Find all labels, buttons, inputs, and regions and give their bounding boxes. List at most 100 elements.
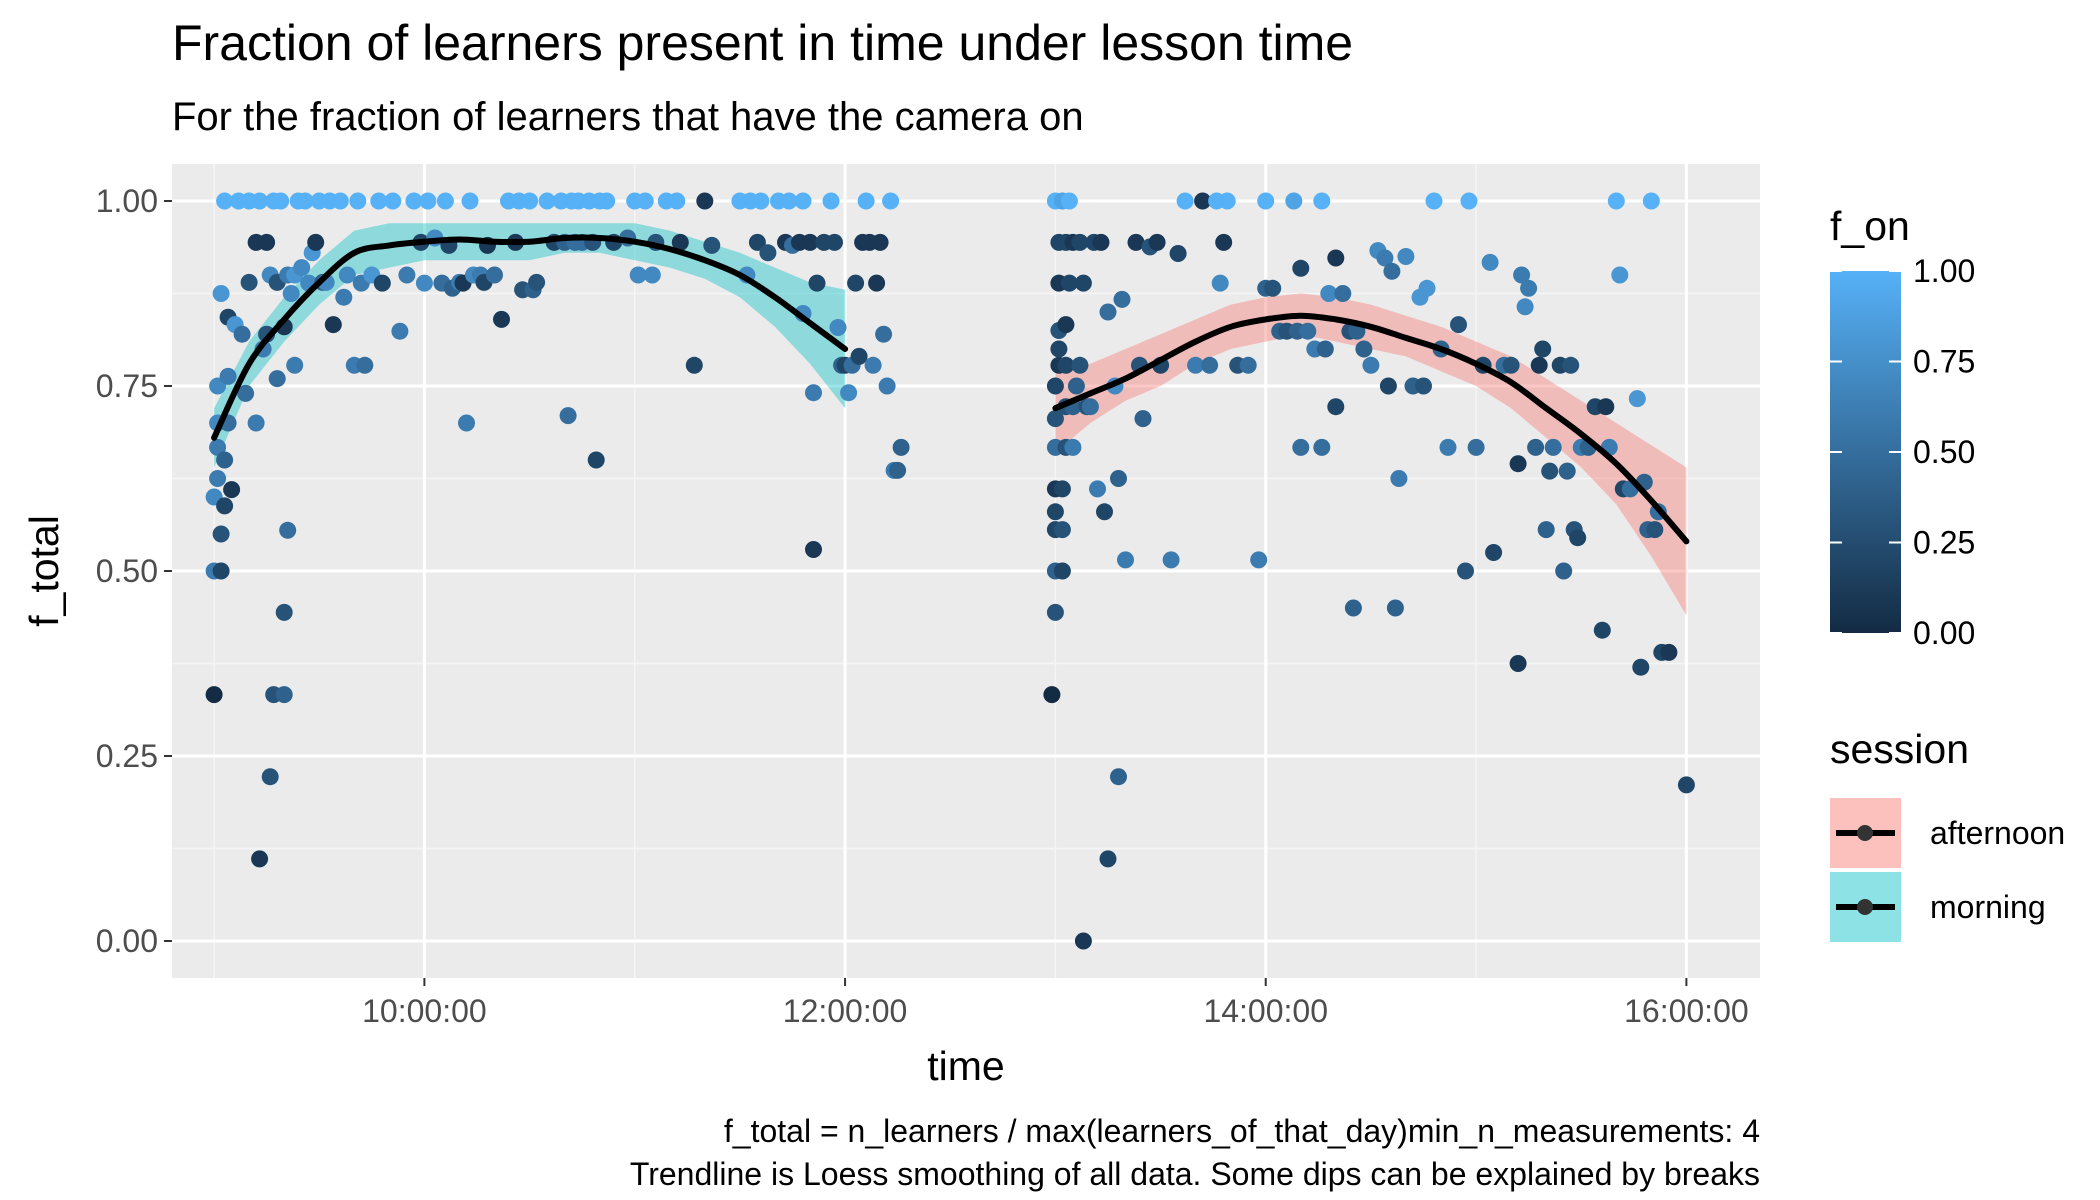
data-point-morning (868, 274, 886, 292)
data-point-afternoon (1194, 192, 1212, 210)
data-point-morning (268, 370, 286, 388)
data-point-afternoon (1450, 316, 1467, 334)
colorbar-tick-label: 0.50 (1913, 434, 1975, 470)
data-point-morning (275, 603, 293, 621)
data-point-afternoon (1060, 274, 1078, 292)
data-point-afternoon (1099, 850, 1117, 868)
y-tick-label: 1.00 (96, 183, 158, 219)
data-point-afternoon (1485, 544, 1503, 561)
chart-title: Fraction of learners present in time und… (172, 15, 1353, 71)
session-legend-label-morning: morning (1930, 889, 2046, 925)
data-point-morning (205, 686, 223, 704)
data-point-afternoon (1250, 551, 1268, 569)
trend-line-afternoon (1052, 312, 1690, 545)
data-point-morning (703, 236, 721, 254)
data-point-afternoon (1046, 603, 1064, 621)
y-tick-label: 0.50 (96, 553, 158, 589)
data-point-morning (324, 316, 342, 334)
data-point-morning (293, 259, 311, 277)
data-point-afternoon (1046, 503, 1064, 521)
data-point-afternoon (1320, 285, 1338, 302)
data-point-afternoon (1046, 410, 1064, 428)
data-point-afternoon (1418, 279, 1436, 297)
data-point-afternoon (1071, 233, 1089, 251)
data-point-afternoon (1057, 356, 1075, 374)
data-point-afternoon (1299, 322, 1317, 340)
data-point-morning (493, 310, 510, 328)
data-point-morning (696, 192, 714, 210)
caption-line-2: Trendline is Loess smoothing of all data… (630, 1156, 1760, 1192)
data-point-morning (794, 192, 812, 210)
data-point-morning (889, 461, 907, 479)
data-point-morning (279, 521, 297, 539)
data-point-afternoon (1201, 356, 1219, 374)
trend-lines (211, 234, 1690, 545)
data-point-morning (822, 192, 840, 210)
colorbar-tick-label: 1.00 (1913, 253, 1975, 289)
color-legend-title: f_on (1830, 203, 1910, 249)
data-point-morning (405, 192, 423, 210)
data-point-afternoon (1642, 192, 1660, 210)
axes: 0.00 0.25 0.50 0.75 1.00 10:00:00 12:00:00 14:0… (96, 183, 1749, 1029)
data-point-morning (384, 192, 402, 210)
data-point-morning (882, 192, 900, 210)
data-point-morning (847, 274, 865, 292)
data-point-morning (307, 233, 325, 251)
data-point-afternoon (1285, 192, 1303, 210)
data-point-afternoon (1239, 356, 1257, 374)
data-point-afternoon (1071, 356, 1089, 374)
data-point-afternoon (1060, 192, 1078, 210)
data-point-afternoon (1481, 253, 1499, 271)
data-point-morning (538, 192, 556, 210)
data-point-morning (748, 233, 766, 251)
data-point-morning (752, 192, 770, 210)
data-point-afternoon (1362, 356, 1380, 374)
data-point-afternoon (1292, 259, 1310, 277)
data-point-morning (850, 347, 868, 365)
x-tick-label: 10:00:00 (362, 993, 487, 1029)
data-point-afternoon (1677, 776, 1695, 794)
data-point-afternoon (1148, 233, 1166, 251)
data-point-afternoon (1327, 249, 1345, 267)
data-point-morning (521, 192, 539, 210)
data-point-afternoon (1516, 298, 1534, 316)
data-point-afternoon (1218, 192, 1236, 210)
data-point-afternoon (1520, 279, 1538, 297)
data-point-afternoon (1555, 562, 1573, 580)
data-point-afternoon (1439, 438, 1457, 456)
x-axis-title: time (927, 1043, 1004, 1089)
data-point-morning (223, 481, 241, 499)
data-point-morning (801, 233, 819, 251)
data-point-morning (261, 768, 279, 786)
data-point-afternoon (1527, 438, 1545, 456)
data-point-morning (247, 414, 265, 432)
data-point-morning (840, 384, 858, 402)
y-tick-label: 0.00 (96, 923, 158, 959)
data-point-morning (826, 233, 843, 251)
data-point-afternoon (1074, 932, 1092, 950)
data-point-afternoon (1390, 470, 1408, 487)
x-tick-label: 12:00:00 (783, 993, 908, 1029)
data-point-morning (258, 233, 276, 251)
data-point-afternoon (1530, 356, 1548, 374)
data-point-afternoon (1660, 643, 1678, 661)
data-point-afternoon (1092, 233, 1110, 251)
data-point-afternoon (1110, 768, 1127, 786)
data-point-afternoon (1292, 438, 1310, 456)
data-point-afternoon (1127, 233, 1145, 251)
data-point-afternoon (1558, 462, 1576, 480)
data-point-afternoon (1211, 274, 1229, 292)
data-point-afternoon (1383, 262, 1401, 280)
colorbar-tick-label: 0.00 (1913, 615, 1975, 651)
data-point-morning (370, 192, 388, 210)
data-point-morning (864, 356, 882, 374)
data-point-morning (398, 266, 416, 284)
data-point-afternoon (1344, 599, 1362, 617)
y-axis-title: f_total (21, 515, 67, 627)
data-point-morning (415, 274, 433, 292)
data-point-afternoon (1327, 398, 1345, 416)
data-point-morning (892, 438, 910, 456)
confidence-band-afternoon (1055, 293, 1687, 616)
data-point-morning (629, 266, 647, 284)
